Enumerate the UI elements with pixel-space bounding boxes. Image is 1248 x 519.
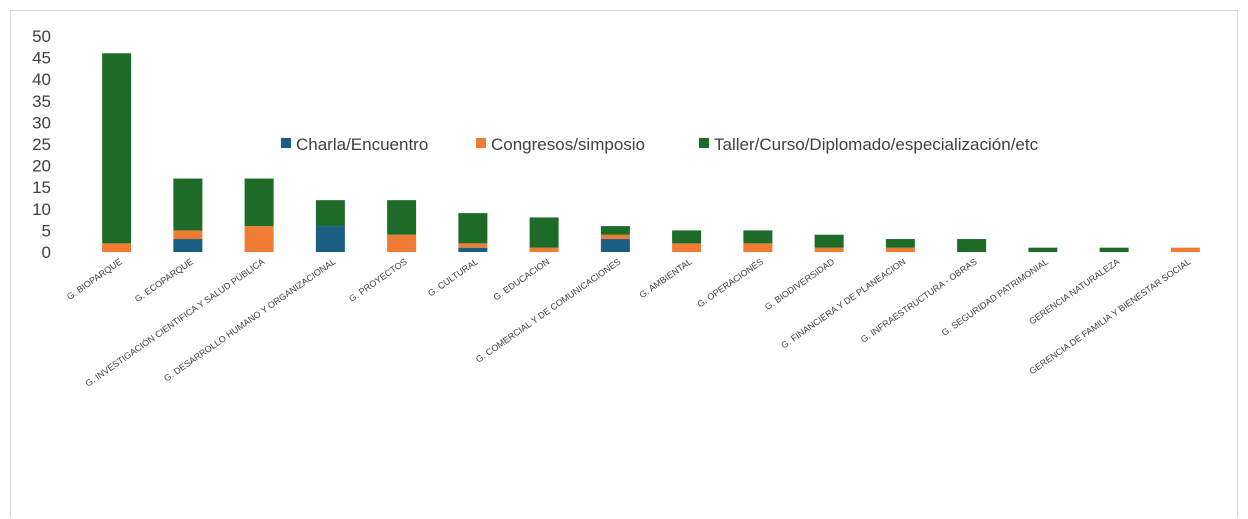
bar-segment: [387, 200, 417, 235]
bar-segment: [1099, 247, 1129, 252]
bar-segment: [173, 239, 203, 252]
x-category-label: G. BIOPARQUE: [65, 256, 124, 301]
bar-segment: [743, 243, 773, 252]
bar-segment: [244, 226, 274, 252]
bar-segment: [957, 239, 987, 252]
x-category-label: G. BIODIVERSIDAD: [763, 256, 837, 312]
legend-swatch: [281, 138, 291, 148]
y-tick-label: 15: [32, 178, 51, 197]
y-tick-label: 50: [32, 27, 51, 46]
legend-label: Congresos/simposio: [491, 135, 645, 154]
bar-segment: [315, 226, 345, 252]
y-tick-label: 45: [32, 49, 51, 68]
y-tick-label: 10: [32, 200, 51, 219]
chart-area: 0 5 10 15 20 25 30 35 40 45 50 G. BIOPARQUE G. ECOP…: [10, 10, 1238, 518]
bar-segment: [600, 239, 630, 252]
x-category-label: G. EDUCACION: [491, 256, 551, 302]
x-category-label: GERENCIA DE FAMILIA Y BIENESTAR SOCIAL: [1027, 256, 1192, 376]
bar-segment: [814, 234, 844, 248]
bar-segment: [173, 230, 203, 240]
y-axis: 0 5 10 15 20 25 30 35 40 45 50: [32, 27, 51, 262]
legend: Charla/Encuentro Congresos/simposio Taller…: [281, 135, 1039, 154]
y-tick-label: 25: [32, 135, 51, 154]
bar-segment: [600, 226, 630, 235]
bar-segment: [529, 247, 559, 252]
bar-segment: [814, 247, 844, 252]
bar-segment: [600, 234, 630, 240]
bar-segment: [173, 178, 203, 231]
x-category-label: G. AMBIENTAL: [637, 256, 693, 300]
y-tick-label: 35: [32, 92, 51, 111]
x-category-label: G. INFRAESTRUCTURA - OBRAS: [859, 256, 979, 344]
bar-segment: [102, 53, 132, 244]
y-tick-label: 40: [32, 70, 51, 89]
y-tick-label: 5: [42, 221, 51, 240]
bar-segment: [885, 247, 915, 252]
bar-segment: [529, 217, 559, 248]
y-tick-label: 30: [32, 113, 51, 132]
y-tick-label: 0: [42, 243, 51, 262]
y-tick-label: 20: [32, 157, 51, 176]
bar-segment: [458, 247, 488, 252]
bar-segment: [315, 200, 345, 227]
bars: [102, 53, 1200, 252]
bar-segment: [387, 234, 417, 252]
bar-segment: [458, 243, 488, 248]
bar-segment: [1028, 247, 1058, 252]
x-category-label: G. PROYECTOS: [347, 256, 409, 303]
bar-segment: [458, 213, 488, 244]
x-category-label: G. COMERCIAL Y DE COMUNICACIONES: [474, 256, 623, 364]
bar-segment: [102, 243, 132, 252]
legend-swatch: [476, 138, 486, 148]
x-category-label: G. CULTURAL: [426, 256, 480, 298]
x-category-label: G. ECOPARQUE: [133, 256, 195, 304]
bar-segment: [672, 230, 702, 244]
legend-label: Taller/Curso/Diplomado/especialización/e…: [714, 135, 1039, 154]
x-category-label: G. OPERACIONES: [695, 256, 765, 309]
bar-segment: [244, 178, 274, 227]
bar-segment: [672, 243, 702, 252]
bar-segment: [885, 239, 915, 248]
stacked-bar-chart: 0 5 10 15 20 25 30 35 40 45 50 G. BIOPARQUE G. ECOP…: [32, 27, 1200, 389]
bar-segment: [1170, 247, 1200, 252]
legend-label: Charla/Encuentro: [296, 135, 428, 154]
x-category-label: G. FINANCIERA Y DE PLANEACION: [779, 256, 907, 350]
legend-swatch: [699, 138, 709, 148]
bar-segment: [743, 230, 773, 244]
